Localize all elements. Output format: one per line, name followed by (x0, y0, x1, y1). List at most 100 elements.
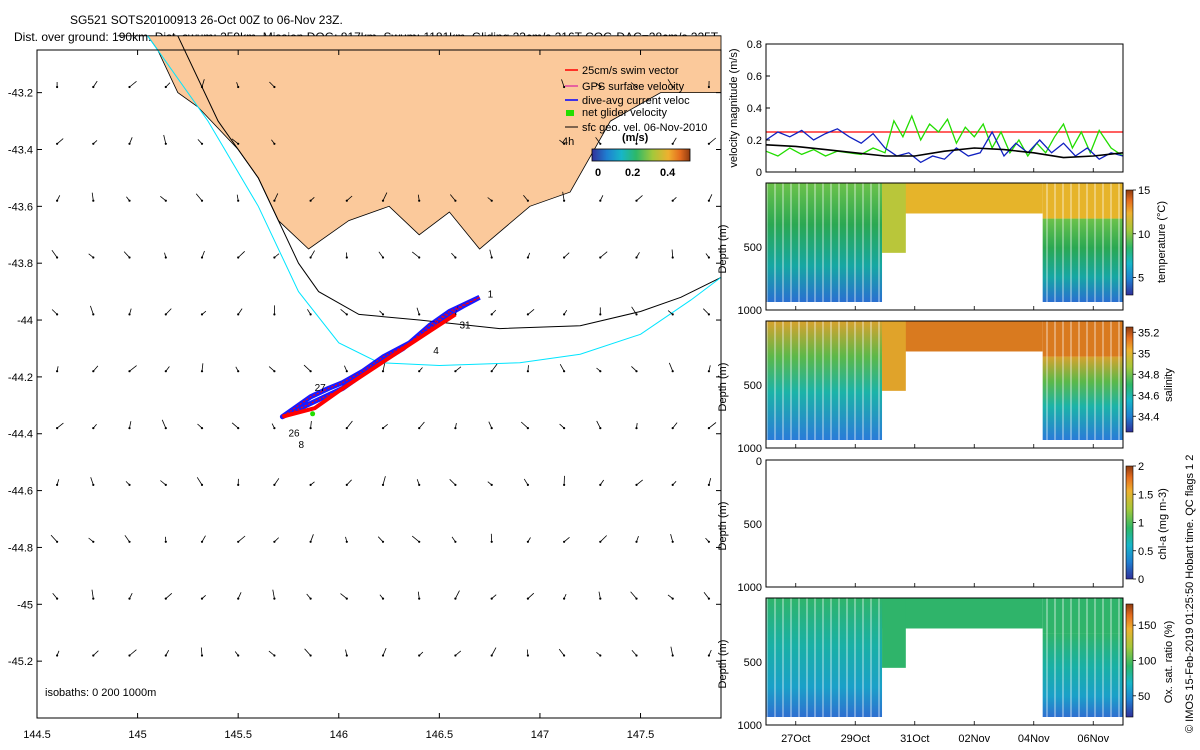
current-arrow-head (92, 427, 95, 430)
current-arrow (304, 648, 311, 656)
current-arrow (563, 536, 570, 543)
current-arrow-head (345, 427, 348, 430)
current-arrow (411, 251, 420, 258)
velocity-panel: 0 0.2 0.4 0.6 0.8 velocity magnitude (m/s) (728, 39, 1124, 179)
isobath-label: isobaths: 0 200 1000m (45, 687, 156, 699)
current-arrow (600, 251, 608, 258)
section-transition (882, 183, 906, 253)
section-surface-band (882, 598, 1043, 629)
current-arrow (123, 251, 130, 258)
current-arrow-head (635, 654, 638, 657)
current-arrow (340, 308, 348, 315)
temperature-colorbar-label: temperature (°C) (1156, 201, 1168, 283)
current-arrow-head (273, 370, 276, 373)
current-arrow-head (599, 199, 602, 202)
current-arrow (129, 365, 137, 372)
time-tick-label: 29Oct (841, 733, 870, 745)
current-arrow-head (164, 256, 167, 259)
legend-units-label: (m/s) (622, 132, 649, 144)
current-arrow-head (599, 370, 602, 373)
current-arrow-head (526, 654, 530, 657)
current-arrow-head (309, 313, 312, 316)
current-arrow-head (707, 540, 711, 543)
current-arrow-head (128, 654, 131, 657)
current-arrow-head (381, 199, 385, 202)
current-arrow-head (56, 540, 59, 543)
current-arrow (670, 533, 674, 542)
current-arrow-head (599, 654, 602, 657)
current-arrow (310, 250, 315, 258)
map-ytick-label: -44.8 (8, 542, 33, 554)
legend-gps-label: GPS surface velocity (582, 81, 685, 93)
current-arrow-head (381, 654, 385, 657)
current-arrow-head (128, 483, 131, 486)
current-arrow-head (56, 85, 59, 89)
current-arrow (667, 79, 674, 88)
current-arrow-head (526, 540, 530, 543)
current-arrow (382, 476, 386, 486)
chla-ylabel: Depth (m) (717, 502, 729, 551)
map-xtick-label: 146.5 (426, 729, 454, 741)
salinity-ytick-500: 500 (744, 380, 762, 392)
current-arrow-head (273, 540, 276, 543)
current-arrow (382, 192, 388, 201)
current-arrow (50, 534, 58, 543)
current-arrow-head (237, 142, 240, 145)
current-arrow-head (454, 427, 457, 430)
map-ytick-label: -44.2 (8, 372, 33, 384)
current-arrow (92, 80, 98, 88)
current-arrow-head (200, 483, 204, 486)
oxygen-ytick-500: 500 (744, 657, 762, 669)
velocity-ytick-label: 0.4 (747, 103, 762, 115)
current-arrow-head (237, 199, 240, 202)
current-arrow-head (345, 313, 348, 316)
current-arrow-head (490, 427, 493, 430)
current-arrow (703, 308, 710, 315)
current-arrow-head (671, 427, 674, 430)
current-arrow (672, 137, 677, 145)
current-arrow-head (671, 256, 674, 259)
glider-track (279, 295, 481, 420)
oxygen-ytick-1000: 1000 (738, 720, 762, 732)
map-ytick-label: -43.2 (8, 88, 33, 100)
salinity-ytick-1000: 1000 (738, 443, 762, 455)
current-arrow (195, 193, 203, 201)
current-arrow (90, 477, 94, 486)
colorbar-tick-label: 100 (1138, 656, 1156, 668)
section-transition (882, 321, 906, 391)
current-arrow-head (309, 597, 312, 600)
current-arrow (90, 305, 94, 315)
map-ytick-label: -44 (17, 315, 33, 327)
current-arrow (310, 421, 312, 429)
chla-ytick-0: 0 (756, 456, 762, 468)
current-arrow-head (237, 654, 240, 657)
oxygen-panel: 50 100 150 Ox. sat. ratio (%) Depth (m) 50… (717, 597, 1175, 732)
chla-ytick-500: 500 (744, 519, 762, 531)
current-arrow (708, 137, 717, 145)
current-arrow-head (707, 85, 711, 89)
oxygen-colorbar-label: Ox. sat. ratio (%) (1163, 621, 1175, 704)
current-arrow-head (128, 370, 131, 373)
current-arrow-head (635, 85, 638, 89)
current-arrow (91, 589, 94, 599)
velocity-line-geo (765, 144, 1124, 159)
current-arrow-head (92, 654, 95, 657)
current-arrow (272, 589, 275, 599)
oxygen-ylabel: Depth (m) (717, 640, 729, 689)
legend-net-symbol (566, 110, 574, 116)
colorbar-tick-label: 150 (1138, 620, 1156, 632)
current-arrow (455, 366, 462, 372)
current-arrow-head (418, 427, 421, 430)
current-arrow (231, 422, 239, 429)
credit-text: © IMOS 15-Feb-2019 01:25:50 Hobart time.… (1184, 455, 1196, 733)
current-arrow (455, 650, 462, 656)
current-arrow-head (237, 483, 240, 486)
isobath-layer (147, 35, 722, 367)
current-arrow-head (56, 654, 59, 657)
current-arrow (201, 363, 204, 372)
current-arrow-head (309, 427, 312, 430)
current-arrow (268, 366, 275, 372)
tasmania-landmass (117, 35, 722, 250)
current-arrow (523, 194, 529, 201)
